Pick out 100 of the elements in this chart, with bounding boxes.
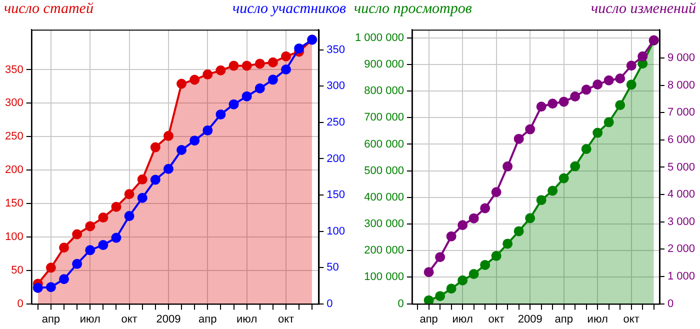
point: [98, 240, 108, 250]
point: [446, 231, 456, 242]
y2-tick-label: 50: [326, 262, 339, 274]
point: [190, 136, 200, 146]
point: [124, 211, 134, 222]
point: [228, 99, 239, 110]
y-tick-label: 100: [4, 230, 24, 243]
point: [176, 78, 187, 89]
point: [424, 267, 434, 278]
y-axis-title: число просмотров: [354, 1, 472, 18]
y-tick-label: 100 000: [364, 271, 404, 284]
y2-tick-label: 4 000: [667, 188, 696, 201]
point: [626, 80, 636, 90]
point: [228, 60, 239, 71]
point: [424, 295, 434, 304]
point: [558, 173, 569, 184]
x-tick-label: июл: [236, 313, 258, 326]
point: [458, 275, 468, 286]
y2-tick-label: 0: [667, 298, 674, 310]
point: [190, 74, 200, 85]
y-tick-label: 350: [4, 64, 24, 76]
y-tick-label: 800 000: [364, 85, 404, 98]
y2-tick-label: 100: [326, 225, 346, 238]
x-tick-label: 2009: [156, 313, 181, 326]
y2-tick-label: 8 000: [667, 79, 696, 92]
point: [163, 164, 174, 174]
x-tick-label: апр: [198, 313, 217, 326]
point: [124, 189, 134, 200]
y2-tick-label: 0: [326, 298, 333, 310]
y-tick-label: 500 000: [364, 164, 404, 177]
y2-tick-label: 350: [326, 44, 346, 56]
point: [242, 60, 252, 71]
point: [254, 83, 265, 94]
point: [268, 57, 278, 68]
x-tick-label: окт: [488, 313, 504, 326]
point: [111, 232, 122, 243]
point: [294, 43, 304, 54]
point: [525, 213, 536, 224]
point: [536, 102, 546, 112]
point: [72, 258, 82, 269]
point: [615, 100, 626, 110]
y-tick-label: 600 000: [364, 138, 404, 150]
x-tick-label: июл: [587, 313, 608, 326]
y-tick-label: 300 000: [364, 218, 404, 230]
point: [85, 245, 96, 256]
point: [202, 125, 213, 136]
y2-tick-label: 250: [326, 116, 346, 128]
point: [480, 203, 490, 214]
point: [435, 252, 446, 262]
point: [548, 98, 558, 109]
point: [268, 74, 278, 85]
point: [216, 109, 226, 120]
y-tick-label: 900 000: [364, 58, 404, 70]
point: [558, 96, 569, 107]
x-tick-label: 2009: [518, 313, 542, 326]
point: [581, 144, 592, 154]
point: [491, 187, 502, 198]
y-tick-label: 400 000: [364, 191, 404, 204]
point: [137, 192, 148, 203]
point: [548, 186, 558, 196]
point: [536, 195, 546, 206]
x-tick-label: апр: [420, 313, 438, 326]
y-tick-label: 50: [11, 264, 24, 276]
point: [111, 202, 122, 212]
point: [615, 73, 626, 84]
point: [514, 226, 524, 236]
point: [458, 220, 468, 230]
y-axis-title: число статей: [4, 1, 94, 18]
y2-axis-title: число изменений: [590, 1, 696, 18]
point: [480, 260, 490, 270]
point: [59, 274, 69, 284]
point: [150, 142, 160, 152]
point: [626, 60, 636, 71]
y-tick-label: 250: [4, 130, 24, 143]
point: [150, 174, 160, 185]
y-tick-label: 700 000: [364, 112, 404, 124]
y2-tick-label: 3 000: [667, 216, 696, 228]
point: [202, 69, 213, 80]
y-tick-label: 0: [17, 298, 24, 310]
point: [570, 161, 580, 172]
point: [216, 65, 226, 76]
point: [570, 92, 580, 102]
point: [592, 128, 603, 138]
y-tick-label: 200: [4, 164, 24, 176]
point: [254, 58, 265, 69]
point: [242, 91, 252, 102]
point: [468, 213, 479, 224]
point: [137, 174, 148, 184]
y2-tick-label: 9 000: [667, 52, 696, 64]
y2-tick-label: 150: [326, 189, 346, 202]
y-tick-label: 150: [4, 198, 24, 210]
y2-tick-label: 200: [326, 152, 346, 165]
point: [604, 75, 614, 86]
point: [502, 238, 513, 249]
point: [72, 229, 82, 240]
point: [581, 84, 592, 95]
point: [281, 51, 291, 62]
x-tick-label: апр: [554, 313, 573, 326]
point: [32, 282, 43, 293]
y2-tick-label: 5 000: [667, 161, 696, 174]
